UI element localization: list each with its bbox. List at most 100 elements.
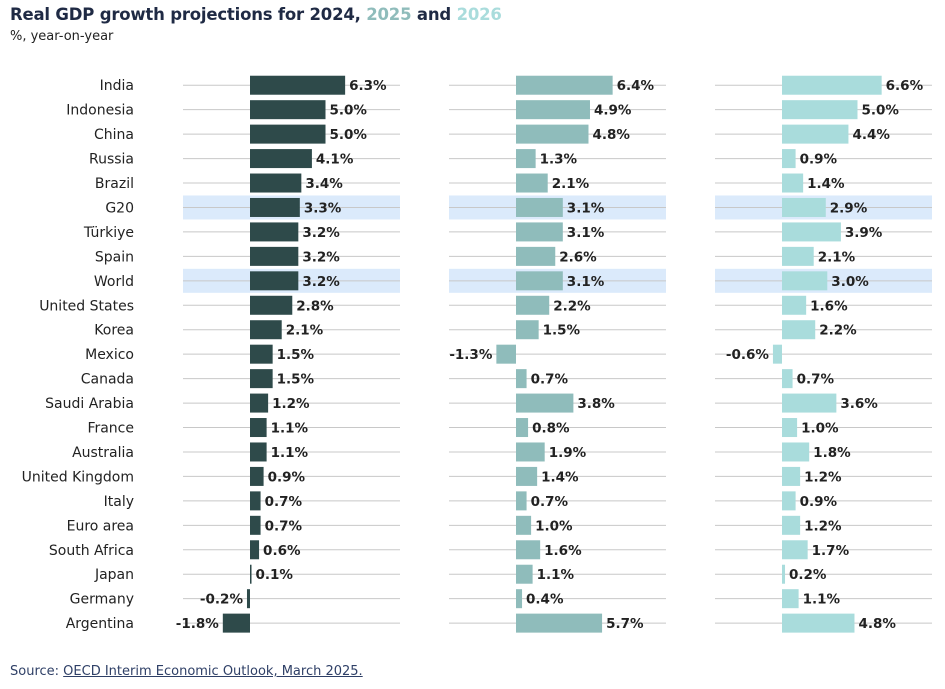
value-label-2024-brazil: 3.4% xyxy=(305,176,343,192)
value-label-2025-united-kingdom: 1.4% xyxy=(541,469,579,485)
bar-2024-russia xyxy=(250,149,312,169)
value-label-2026-mexico: -0.6% xyxy=(726,347,770,363)
bar-2024-korea xyxy=(250,320,282,340)
category-labels: India Indonesia China Russia Brazil G20 Türkiy… xyxy=(22,78,134,632)
bar-2024-saudi-arabia xyxy=(250,393,269,413)
bar-2024-indonesia xyxy=(250,100,326,120)
category-label-indonesia: Indonesia xyxy=(66,103,134,119)
value-label-2026-france: 1.0% xyxy=(801,421,839,437)
value-label-2024-france: 1.1% xyxy=(271,421,309,437)
bar-2024-germany xyxy=(246,589,250,609)
value-label-2025-saudi-arabia: 3.8% xyxy=(577,396,615,412)
category-label-brazil: Brazil xyxy=(95,176,134,192)
value-label-2024-euro-area: 0.7% xyxy=(265,518,303,534)
value-label-2026-world: 3.0% xyxy=(831,274,869,290)
value-label-2025-mexico: -1.3% xyxy=(449,347,493,363)
value-label-2026-australia: 1.8% xyxy=(813,445,851,461)
value-label-2025-canada: 0.7% xyxy=(531,372,569,388)
bar-2025-g20 xyxy=(516,197,563,217)
bar-2025-spain xyxy=(516,246,556,266)
category-label-france: France xyxy=(87,421,134,437)
value-label-2025-australia: 1.9% xyxy=(549,445,587,461)
bar-2024-g20 xyxy=(250,197,300,217)
value-label-2026-korea: 2.2% xyxy=(819,323,857,339)
value-label-2025-korea: 1.5% xyxy=(543,323,581,339)
value-label-2026-euro-area: 1.2% xyxy=(804,518,842,534)
value-label-2024-canada: 1.5% xyxy=(277,372,315,388)
bar-2026-united-kingdom xyxy=(782,466,801,486)
bar-2026-united-states xyxy=(782,295,807,315)
value-label-2025-china: 4.8% xyxy=(592,127,630,143)
bar-2025-united-states xyxy=(516,295,550,315)
category-label-united-states: United States xyxy=(39,298,134,314)
value-label-2024-china: 5.0% xyxy=(330,127,368,143)
value-label-2025-g20: 3.1% xyxy=(567,200,605,216)
bar-2024-south-africa xyxy=(250,540,260,560)
value-label-2024-mexico: 1.5% xyxy=(277,347,315,363)
bar-2025-indonesia xyxy=(516,100,590,120)
value-label-2026-india: 6.6% xyxy=(886,78,924,94)
bar-2025-south-africa xyxy=(516,540,541,560)
bar-2024-india xyxy=(250,75,346,95)
value-label-2026-indonesia: 5.0% xyxy=(862,103,900,119)
bar-2024-france xyxy=(250,418,267,438)
value-label-2026-brazil: 1.4% xyxy=(807,176,845,192)
bar-2026-euro-area xyxy=(782,515,801,535)
value-label-2026-united-kingdom: 1.2% xyxy=(804,469,842,485)
value-label-2026-argentina: 4.8% xyxy=(858,616,896,632)
bar-2025-france xyxy=(516,418,529,438)
bar-2026-south-africa xyxy=(782,540,808,560)
value-label-2025-italy: 0.7% xyxy=(531,494,569,510)
bar-2024-australia xyxy=(250,442,267,462)
bar-2025-japan xyxy=(516,564,533,584)
value-label-2025-world: 3.1% xyxy=(567,274,605,290)
bar-2026-russia xyxy=(782,149,796,169)
bar-2024-united-kingdom xyxy=(250,466,264,486)
title-and: and xyxy=(411,5,457,24)
value-label-2025-russia: 1.3% xyxy=(540,152,578,168)
bar-2026-china xyxy=(782,124,849,144)
value-label-2024-south-africa: 0.6% xyxy=(263,543,301,559)
bar-2026-t-rkiye xyxy=(782,222,841,242)
value-label-2024-world: 3.2% xyxy=(302,274,340,290)
bar-2024-world xyxy=(250,271,299,291)
value-label-2024-italy: 0.7% xyxy=(265,494,303,510)
value-label-2026-italy: 0.9% xyxy=(800,494,838,510)
bar-2025-euro-area xyxy=(516,515,532,535)
category-label-t-rkiye: Türkiye xyxy=(83,225,134,241)
value-label-2026-japan: 0.2% xyxy=(789,567,827,583)
value-label-2026-canada: 0.7% xyxy=(797,372,835,388)
bar-2025-world xyxy=(516,271,563,291)
value-label-2025-japan: 1.1% xyxy=(537,567,575,583)
category-label-germany: Germany xyxy=(70,592,134,608)
value-label-2024-united-states: 2.8% xyxy=(296,298,334,314)
category-label-japan: Japan xyxy=(94,567,134,583)
category-label-spain: Spain xyxy=(95,249,134,265)
title-2026: 2026 xyxy=(456,5,502,24)
value-label-2024-korea: 2.1% xyxy=(286,323,324,339)
bar-2026-world xyxy=(782,271,828,291)
bar-2024-canada xyxy=(250,369,273,389)
category-label-canada: Canada xyxy=(81,372,134,388)
bar-2025-china xyxy=(516,124,589,144)
source-link[interactable]: OECD Interim Economic Outlook, March 202… xyxy=(63,664,363,679)
value-label-2025-united-states: 2.2% xyxy=(553,298,591,314)
bar-2026-indonesia xyxy=(782,100,858,120)
bar-2024-italy xyxy=(250,491,261,511)
value-label-2024-germany: -0.2% xyxy=(200,592,244,608)
value-label-2025-euro-area: 1.0% xyxy=(535,518,573,534)
bar-2025-australia xyxy=(516,442,545,462)
value-label-2025-india: 6.4% xyxy=(617,78,655,94)
value-labels: 6.3% 6.4% 6.6% 5.0% 4.9% 5.0% 5.0% 4.8% 4.4% 4.1%… xyxy=(176,78,924,632)
bar-2025-argentina xyxy=(516,613,603,633)
bar-2026-canada xyxy=(782,369,793,389)
value-label-2024-saudi-arabia: 1.2% xyxy=(272,396,310,412)
value-label-2024-india: 6.3% xyxy=(349,78,387,94)
category-label-india: India xyxy=(100,78,134,94)
value-label-2024-argentina: -1.8% xyxy=(176,616,220,632)
category-label-argentina: Argentina xyxy=(66,616,134,632)
bar-2024-t-rkiye xyxy=(250,222,299,242)
bars xyxy=(222,75,882,633)
bar-2024-japan xyxy=(250,564,252,584)
